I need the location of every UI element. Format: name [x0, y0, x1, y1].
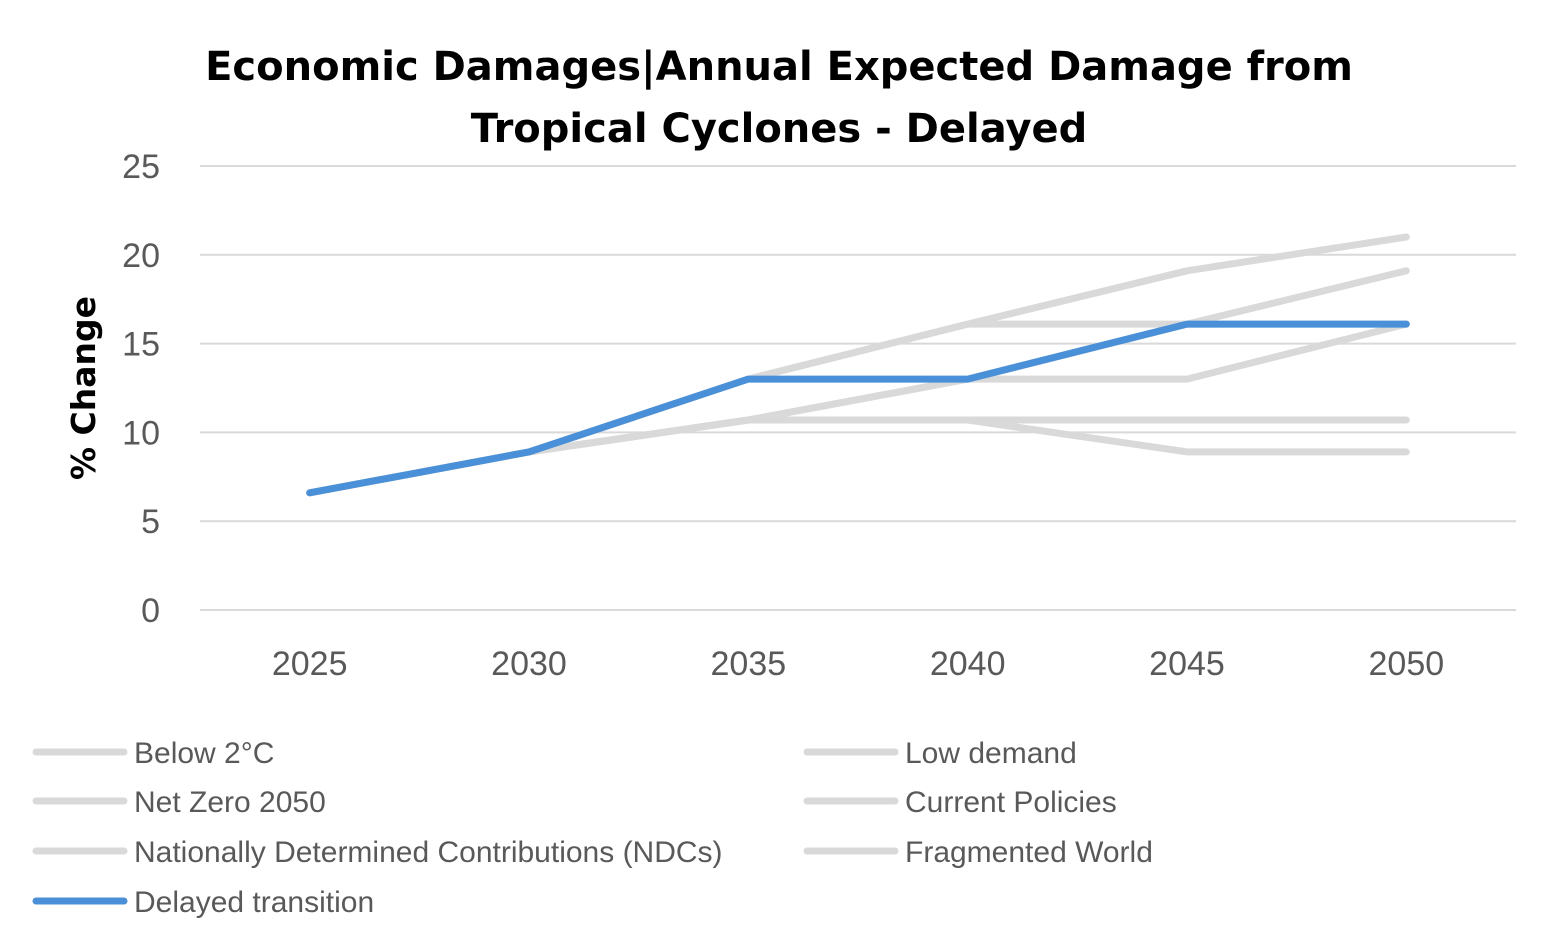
x-tick-label: 2030: [491, 645, 567, 683]
legend-item-current-policies: Current Policies: [803, 786, 1117, 819]
series-line-fragmented-world: [306, 320, 1410, 497]
legend-item-nationally-determined-contributions-ndcs: Nationally Determined Contributions (NDC…: [32, 836, 723, 869]
x-tick-label: 2040: [930, 645, 1006, 683]
gridlines: [200, 165, 1516, 611]
x-tick-label: 2050: [1369, 645, 1445, 683]
x-tick-label: 2035: [711, 645, 787, 683]
legend-item-low-demand: Low demand: [803, 737, 1077, 770]
legend-label: Current Policies: [905, 786, 1117, 819]
legend-label: Fragmented World: [905, 836, 1153, 869]
legend-item-net-zero-2050: Net Zero 2050: [32, 786, 326, 819]
legend-label: Below 2°C: [134, 737, 274, 770]
y-tick-label: 0: [141, 592, 160, 630]
y-tick-label: 25: [122, 148, 160, 186]
legend-label: Nationally Determined Contributions (NDC…: [134, 836, 723, 869]
chart-title-line-1: Economic Damages|Annual Expected Damage …: [205, 44, 1353, 91]
y-tick-label: 5: [141, 503, 160, 541]
y-tick-label: 20: [122, 237, 160, 275]
y-tick-label: 15: [122, 326, 160, 364]
legend-item-below-2-c: Below 2°C: [32, 737, 274, 770]
series-line-delayed-transition: [306, 320, 1410, 497]
x-tick-label: 2025: [272, 645, 348, 683]
y-axis-label: % Change: [64, 296, 103, 480]
y-tick-label: 10: [122, 414, 160, 452]
legend-item-delayed-transition: Delayed transition: [32, 886, 374, 919]
series-line-low-demand: [306, 416, 1410, 497]
x-tick-label: 2045: [1149, 645, 1225, 683]
y-tick-labels: 0 5 10 15 20 25: [122, 148, 160, 630]
series-lines: [306, 233, 1410, 497]
legend-label: Low demand: [905, 737, 1077, 770]
legend-label: Delayed transition: [134, 886, 374, 919]
series-line-net-zero-2050: [306, 416, 1410, 497]
legend: Below 2°C Low demand Net Zero 2050 Current …: [32, 737, 1153, 919]
chart-title-line-2: Tropical Cyclones - Delayed: [471, 106, 1088, 152]
x-tick-labels: 2025 2030 2035 2040 2045 2050: [272, 645, 1444, 683]
legend-item-fragmented-world: Fragmented World: [803, 836, 1153, 869]
legend-label: Net Zero 2050: [134, 786, 326, 819]
